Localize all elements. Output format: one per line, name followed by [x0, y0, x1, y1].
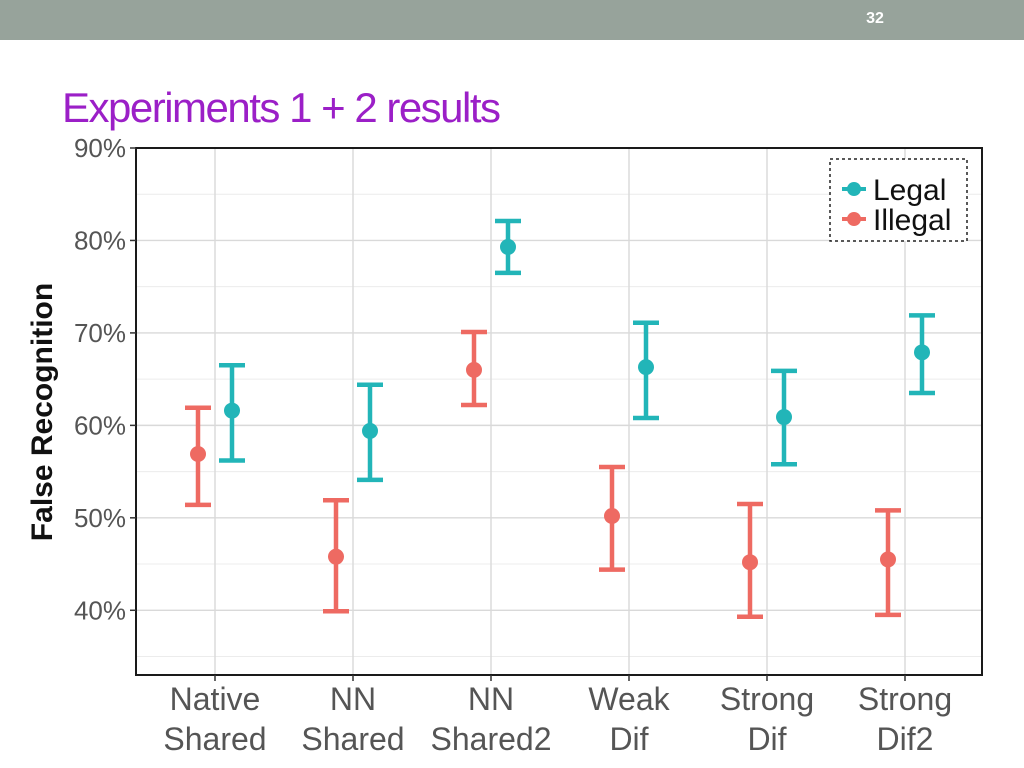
top-bar: 32 [0, 0, 1024, 40]
legend-box [829, 158, 968, 242]
data-point-illegal [880, 551, 896, 568]
x-tick-label: Shared [301, 721, 404, 757]
x-tick-label: Strong [858, 681, 952, 717]
data-point-legal [224, 402, 240, 419]
x-tick-label: NN [330, 681, 376, 717]
x-tick-label: NN [468, 681, 514, 717]
slide-number: 32 [866, 10, 884, 27]
data-point-illegal [604, 507, 620, 524]
legend-label-illegal: Illegal [873, 204, 951, 237]
data-point-legal [500, 238, 516, 255]
y-tick-label: 80% [74, 225, 126, 255]
y-tick-label: 60% [74, 410, 126, 440]
plot-panel-border [135, 147, 983, 676]
data-point-legal [776, 409, 792, 426]
y-tick-label: 40% [74, 595, 126, 625]
chart-marks [185, 218, 935, 620]
y-axis-ticks: 40% 50% 60% 70% 80% 90% [74, 133, 136, 625]
legend-key-dot-legal [847, 182, 861, 196]
legend-key-dot-illegal [847, 212, 861, 226]
x-tick-label: Weak [588, 681, 670, 717]
data-point-legal [638, 359, 654, 376]
y-tick-label: 70% [74, 318, 126, 348]
y-tick-label: 50% [74, 503, 126, 533]
data-point-legal [914, 344, 930, 361]
x-tick-label: Dif2 [877, 721, 934, 757]
data-point-illegal [466, 361, 482, 378]
legend-label-legal: Legal [873, 174, 946, 207]
x-tick-label: Dif [747, 721, 786, 757]
y-axis-label: False Recognition [26, 283, 59, 541]
data-point-illegal [328, 548, 344, 565]
y-tick-label: 90% [74, 133, 126, 163]
x-tick-label: Dif [609, 721, 648, 757]
x-tick-label: Strong [720, 681, 814, 717]
data-point-legal [362, 422, 378, 439]
slide-title: Experiments 1 + 2 results [62, 84, 501, 131]
data-point-illegal [742, 554, 758, 571]
data-point-illegal [190, 446, 206, 463]
x-tick-label: Shared2 [431, 721, 552, 757]
x-axis-ticks: Native Shared NN Shared NN Shared2 Weak Dif Stro… [163, 675, 952, 757]
x-tick-label: Shared [163, 721, 266, 757]
x-tick-label: Native [170, 681, 261, 717]
